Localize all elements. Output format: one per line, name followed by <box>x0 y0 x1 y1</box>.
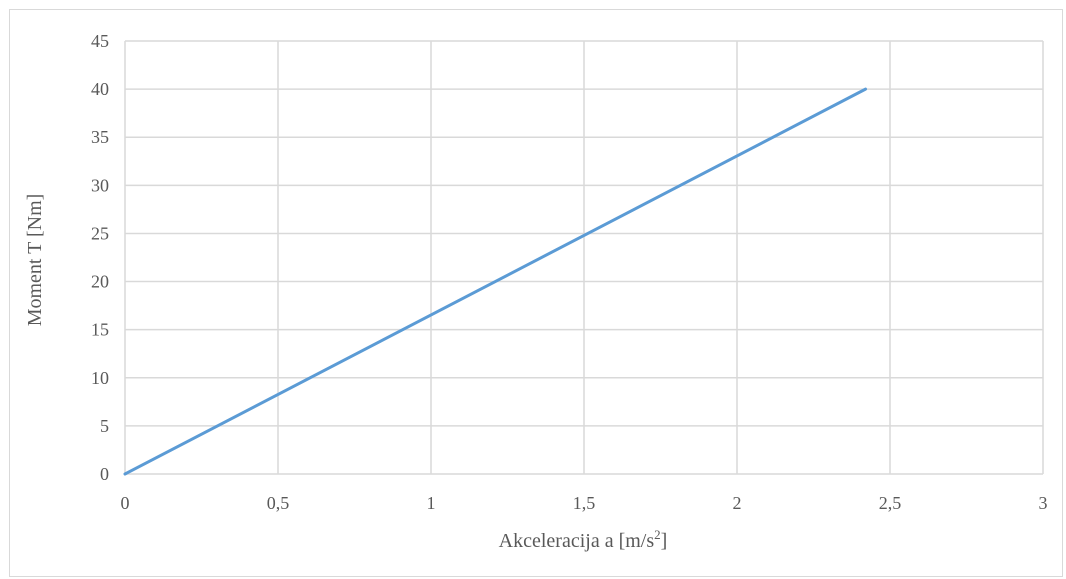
x-tick-label: 0 <box>121 493 130 513</box>
y-tick-label: 5 <box>100 416 109 436</box>
y-tick-label: 0 <box>100 464 109 484</box>
y-tick-label: 45 <box>91 31 109 51</box>
y-tick-label: 30 <box>91 175 109 195</box>
gridlines <box>125 40 1044 474</box>
x-axis-title-superscript: 2 <box>654 527 661 542</box>
axes <box>124 41 1043 475</box>
y-tick-label: 15 <box>91 320 109 340</box>
x-tick-labels: 0 0,5 1 1,5 2 2,5 3 <box>121 493 1048 513</box>
x-axis-title-main: Akceleracija a [m/s <box>499 530 655 552</box>
x-tick-label: 3 <box>1039 493 1048 513</box>
y-tick-label: 35 <box>91 127 109 147</box>
x-tick-label: 2,5 <box>879 493 902 513</box>
x-axis-title-end: ] <box>661 530 668 552</box>
series-line-1 <box>123 87 868 476</box>
x-axis-title: Akceleracija a [m/s2] <box>499 527 668 552</box>
y-tick-label: 25 <box>91 223 109 243</box>
chart-frame <box>9 9 1063 577</box>
x-tick-label: 1,5 <box>573 493 596 513</box>
y-tick-labels: 0 5 10 15 20 25 30 35 40 45 <box>91 31 109 484</box>
x-tick-label: 0,5 <box>267 493 290 513</box>
y-tick-label: 40 <box>91 79 109 99</box>
y-axis-title: Moment T [Nm] <box>24 194 46 327</box>
x-tick-label: 1 <box>427 493 436 513</box>
series-layer <box>123 87 868 476</box>
y-tick-label: 10 <box>91 368 109 388</box>
x-tick-label: 2 <box>733 493 742 513</box>
y-tick-label: 20 <box>91 272 109 292</box>
